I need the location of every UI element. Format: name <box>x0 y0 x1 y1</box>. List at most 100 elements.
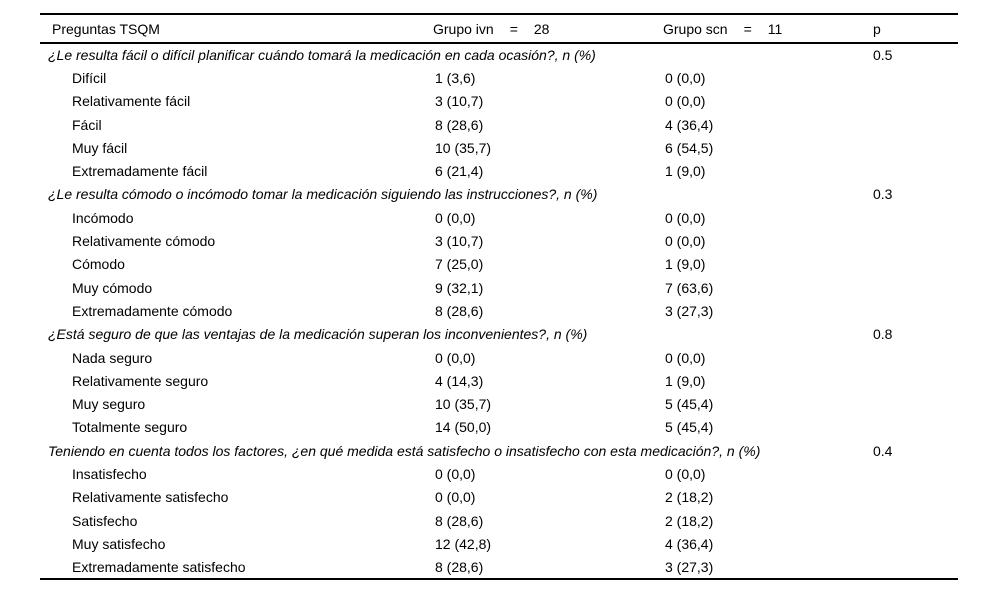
question-row: ¿Le resulta fácil o difícil planificar c… <box>40 43 958 66</box>
scn-value: 5 (45,4) <box>665 419 714 436</box>
scn-value: 7 (63,6) <box>665 279 714 296</box>
ivn-value: 12 (42,8) <box>435 535 492 552</box>
answer-label: Nada seguro <box>72 349 153 366</box>
answer-row: Muy cómodo 9 (32,1) 7 (63,6) <box>40 276 958 299</box>
scn-value: 0 (0,0) <box>665 69 706 86</box>
answer-row: Difícil 1 (3,6) 0 (0,0) <box>40 66 958 89</box>
column-header-group-scn: Grupo scn = 11 <box>663 14 855 44</box>
empty-cell <box>855 299 958 322</box>
answer-row: Relativamente satisfecho 0 (0,0) 2 (18,2) <box>40 486 958 509</box>
ivn-value: 0 (0,0) <box>435 209 476 226</box>
ivn-value: 14 (50,0) <box>435 419 492 436</box>
ivn-value: 3 (10,7) <box>435 233 484 250</box>
ivn-value: 6 (21,4) <box>435 163 484 180</box>
empty-cell <box>855 369 958 392</box>
ivn-value: 1 (3,6) <box>435 69 476 86</box>
question-text: Teniendo en cuenta todos los factores, ¿… <box>48 442 761 459</box>
header-row: Preguntas TSQM Grupo ivn = 28 Grupo scn = 11… <box>40 14 958 44</box>
p-value: 0.4 <box>873 442 893 459</box>
p-value: 0.3 <box>873 186 893 203</box>
answer-row: Relativamente seguro 4 (14,3) 1 (9,0) <box>40 369 958 392</box>
empty-cell <box>855 276 958 299</box>
answer-label: Muy satisfecho <box>72 535 166 552</box>
p-value: 0.5 <box>873 47 893 64</box>
ivn-value: 8 (28,6) <box>435 302 484 319</box>
scn-value: 0 (0,0) <box>665 93 706 110</box>
answer-row: Incómodo 0 (0,0) 0 (0,0) <box>40 206 958 229</box>
empty-cell <box>855 66 958 89</box>
scn-value: 3 (27,3) <box>665 558 714 575</box>
group-scn-label: Grupo scn <box>663 20 728 37</box>
answer-row: Insatisfecho 0 (0,0) 0 (0,0) <box>40 462 958 485</box>
answer-label: Totalmente seguro <box>72 419 188 436</box>
group-ivn-label: Grupo ivn <box>433 20 494 37</box>
scn-value: 1 (9,0) <box>665 372 706 389</box>
answer-row: Muy seguro 10 (35,7) 5 (45,4) <box>40 392 958 415</box>
scn-value: 0 (0,0) <box>665 349 706 366</box>
ivn-value: 8 (28,6) <box>435 116 484 133</box>
empty-cell <box>855 392 958 415</box>
answer-label: Extremadamente satisfecho <box>72 558 246 575</box>
ivn-value: 8 (28,6) <box>435 512 484 529</box>
answer-row: Fácil 8 (28,6) 4 (36,4) <box>40 113 958 136</box>
answer-label: Relativamente seguro <box>72 372 209 389</box>
column-header-questions: Preguntas TSQM <box>40 14 433 44</box>
empty-cell <box>855 113 958 136</box>
answer-row: Satisfecho 8 (28,6) 2 (18,2) <box>40 509 958 532</box>
empty-cell <box>855 206 958 229</box>
scn-value: 4 (36,4) <box>665 535 714 552</box>
scn-value: 5 (45,4) <box>665 396 714 413</box>
answer-label: Incómodo <box>72 209 134 226</box>
answer-label: Insatisfecho <box>72 465 147 482</box>
answer-row: Cómodo 7 (25,0) 1 (9,0) <box>40 253 958 276</box>
ivn-value: 7 (25,0) <box>435 256 484 273</box>
scn-value: 0 (0,0) <box>665 209 706 226</box>
answer-label: Fácil <box>72 116 102 133</box>
answer-label: Satisfecho <box>72 512 138 529</box>
answer-row: Nada seguro 0 (0,0) 0 (0,0) <box>40 346 958 369</box>
equals-sign: = <box>743 20 752 37</box>
answer-row: Muy fácil 10 (35,7) 6 (54,5) <box>40 136 958 159</box>
empty-cell <box>855 159 958 182</box>
empty-cell <box>855 462 958 485</box>
empty-cell <box>855 346 958 369</box>
answer-row: Extremadamente fácil 6 (21,4) 1 (9,0) <box>40 159 958 182</box>
ivn-value: 8 (28,6) <box>435 558 484 575</box>
answer-row: Relativamente fácil 3 (10,7) 0 (0,0) <box>40 90 958 113</box>
empty-cell <box>855 509 958 532</box>
answer-label: Extremadamente cómodo <box>72 302 233 319</box>
empty-cell <box>855 416 958 439</box>
question-text: ¿Le resulta cómodo o incómodo tomar la m… <box>48 186 598 203</box>
p-value: 0.8 <box>873 326 893 343</box>
ivn-value: 4 (14,3) <box>435 372 484 389</box>
answer-label: Muy seguro <box>72 396 146 413</box>
answer-label: Relativamente fácil <box>72 93 191 110</box>
empty-cell <box>855 486 958 509</box>
ivn-value: 10 (35,7) <box>435 139 492 156</box>
answer-label: Cómodo <box>72 256 125 273</box>
scn-value: 2 (18,2) <box>665 512 714 529</box>
ivn-value: 10 (35,7) <box>435 396 492 413</box>
answer-row: Extremadamente satisfecho 8 (28,6) 3 (27,3… <box>40 556 958 579</box>
scn-value: 2 (18,2) <box>665 489 714 506</box>
empty-cell <box>855 556 958 579</box>
ivn-value: 3 (10,7) <box>435 93 484 110</box>
answer-row: Totalmente seguro 14 (50,0) 5 (45,4) <box>40 416 958 439</box>
tsqm-results-table: Preguntas TSQM Grupo ivn = 28 Grupo scn = 11… <box>40 13 958 580</box>
scn-value: 3 (27,3) <box>665 302 714 319</box>
answer-label: Muy cómodo <box>72 279 153 296</box>
empty-cell <box>855 532 958 555</box>
empty-cell <box>855 253 958 276</box>
answer-row: Muy satisfecho 12 (42,8) 4 (36,4) <box>40 532 958 555</box>
scn-value: 1 (9,0) <box>665 163 706 180</box>
answer-label: Muy fácil <box>72 139 128 156</box>
column-header-group-ivn: Grupo ivn = 28 <box>433 14 663 44</box>
question-row: ¿Está seguro de que las ventajas de la m… <box>40 323 958 346</box>
answer-row: Relativamente cómodo 3 (10,7) 0 (0,0) <box>40 229 958 252</box>
answer-label: Relativamente cómodo <box>72 233 216 250</box>
scn-value: 0 (0,0) <box>665 465 706 482</box>
group-scn-n: 11 <box>767 20 783 37</box>
question-text: ¿Está seguro de que las ventajas de la m… <box>48 326 588 343</box>
empty-cell <box>855 90 958 113</box>
